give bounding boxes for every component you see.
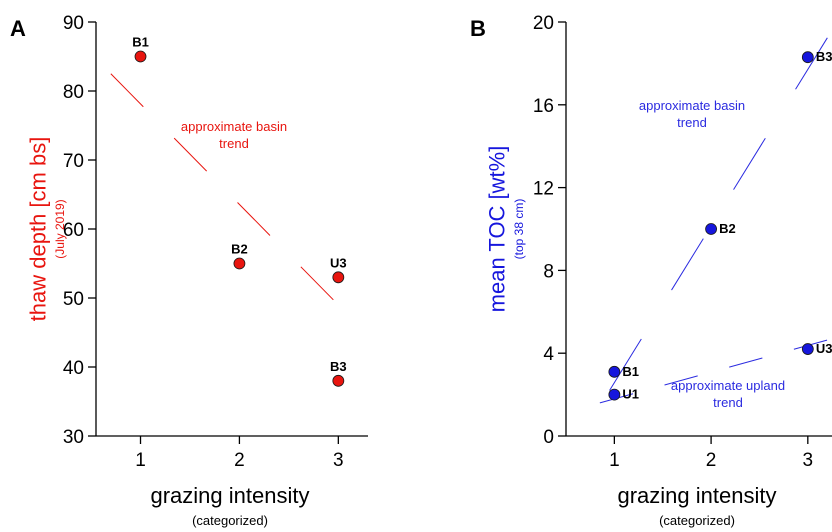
y-tick-label: 20 bbox=[533, 13, 554, 34]
y-tick-label: 80 bbox=[63, 82, 84, 103]
trend-line bbox=[110, 73, 339, 306]
y-tick-label: 60 bbox=[63, 220, 84, 241]
data-point-label: B2 bbox=[719, 221, 736, 236]
data-point bbox=[608, 365, 621, 378]
x-tick-label: 3 bbox=[803, 450, 814, 471]
trend-label: approximate basin trend bbox=[639, 98, 745, 130]
data-point-label: U3 bbox=[816, 341, 832, 356]
y-tick-label: 16 bbox=[533, 96, 554, 117]
trend-label: approximate upland trend bbox=[671, 378, 785, 410]
data-point bbox=[332, 271, 345, 284]
y-tick-label: 0 bbox=[543, 427, 554, 448]
x-tick-label: 2 bbox=[234, 450, 245, 471]
data-point bbox=[705, 223, 717, 235]
x-tick-label: 1 bbox=[135, 450, 146, 471]
x-tick-label: 3 bbox=[333, 450, 344, 471]
trend-line bbox=[609, 30, 832, 391]
panel-label: B bbox=[470, 16, 486, 41]
y-tick-label: 50 bbox=[63, 289, 84, 310]
trend-label: approximate basin trend bbox=[181, 119, 287, 151]
trend-label-line: trend bbox=[713, 395, 743, 410]
data-point-label: B2 bbox=[231, 242, 248, 257]
y-axis-label: thaw depth [cm bs] bbox=[26, 137, 51, 322]
x-axis-sublabel: (categorized) bbox=[192, 513, 268, 528]
data-point-label: U1 bbox=[622, 387, 639, 402]
y-tick-label: 12 bbox=[533, 179, 554, 200]
panel-a: A 30 40 50 60 70 80 90 1 2 3 grazing intensity (cate… bbox=[10, 13, 368, 528]
y-axis-sublabel: (July 2019) bbox=[53, 199, 67, 258]
y-tick-label: 70 bbox=[63, 151, 84, 172]
trend-label-line: trend bbox=[219, 136, 249, 151]
x-axis-label: grazing intensity bbox=[151, 483, 310, 508]
data-point bbox=[233, 257, 246, 270]
trend-label-line: approximate basin bbox=[639, 98, 745, 113]
data-point bbox=[134, 50, 147, 63]
y-axis-sublabel: (top 38 cm) bbox=[512, 199, 526, 260]
data-point-label: B1 bbox=[622, 364, 639, 379]
y-tick-label: 30 bbox=[63, 427, 84, 448]
trend-label-line: approximate basin bbox=[181, 119, 287, 134]
x-axis-sublabel: (categorized) bbox=[659, 513, 735, 528]
y-tick-label: 40 bbox=[63, 358, 84, 379]
data-point-label: B1 bbox=[132, 35, 149, 50]
x-axis-label: grazing intensity bbox=[618, 483, 777, 508]
panel-label: A bbox=[10, 16, 26, 41]
data-point-label: B3 bbox=[816, 49, 832, 64]
y-axis-label: mean TOC [wt%] bbox=[485, 146, 510, 313]
x-tick-label: 2 bbox=[706, 450, 717, 471]
data-point bbox=[332, 374, 345, 387]
y-tick-label: 8 bbox=[543, 261, 554, 282]
data-point-label: U3 bbox=[330, 255, 347, 270]
trend-label-line: approximate upland bbox=[671, 378, 785, 393]
data-point bbox=[801, 343, 814, 355]
trend-label-line: trend bbox=[677, 115, 707, 130]
y-tick-label: 4 bbox=[543, 344, 554, 365]
y-tick-label: 90 bbox=[63, 13, 84, 34]
data-point-label: B3 bbox=[330, 359, 347, 374]
data-point bbox=[801, 51, 814, 64]
x-tick-label: 1 bbox=[609, 450, 620, 471]
data-point bbox=[608, 388, 621, 401]
